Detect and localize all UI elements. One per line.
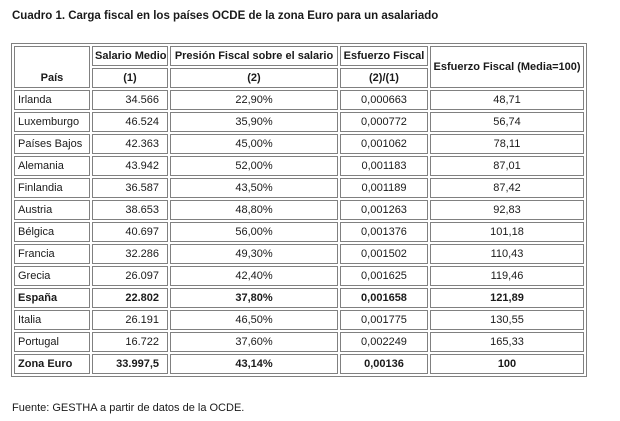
cell-esfuerzo-media: 101,18 <box>430 222 584 242</box>
table-row: Portugal 16.722 37,60% 0,002249 165,33 <box>14 332 584 352</box>
cell-esfuerzo: 0,001062 <box>340 134 428 154</box>
cell-esfuerzo: 0,000663 <box>340 90 428 110</box>
cell-salario: 26.097 <box>92 266 168 286</box>
cell-salario: 42.363 <box>92 134 168 154</box>
cell-salario: 46.524 <box>92 112 168 132</box>
cell-esfuerzo-media: 100 <box>430 354 584 374</box>
table-row: Alemania 43.942 52,00% 0,001183 87,01 <box>14 156 584 176</box>
cell-esfuerzo-media: 165,33 <box>430 332 584 352</box>
cell-country: Bélgica <box>14 222 90 242</box>
cell-country: Luxemburgo <box>14 112 90 132</box>
table-caption: Cuadro 1. Carga fiscal en los países OCD… <box>12 10 439 22</box>
cell-salario: 38.653 <box>92 200 168 220</box>
header-presion-sub: (2) <box>170 68 338 88</box>
cell-esfuerzo-media: 119,46 <box>430 266 584 286</box>
table-row: Zona Euro 33.997,5 43,14% 0,00136 100 <box>14 354 584 374</box>
cell-country: Países Bajos <box>14 134 90 154</box>
cell-esfuerzo: 0,001658 <box>340 288 428 308</box>
cell-country: Francia <box>14 244 90 264</box>
table-row: Austria 38.653 48,80% 0,001263 92,83 <box>14 200 584 220</box>
cell-esfuerzo: 0,001376 <box>340 222 428 242</box>
cell-presion: 35,90% <box>170 112 338 132</box>
cell-esfuerzo: 0,001502 <box>340 244 428 264</box>
cell-salario: 43.942 <box>92 156 168 176</box>
cell-country: Alemania <box>14 156 90 176</box>
cell-salario: 36.587 <box>92 178 168 198</box>
cell-country: Italia <box>14 310 90 330</box>
cell-salario: 32.286 <box>92 244 168 264</box>
cell-esfuerzo: 0,001625 <box>340 266 428 286</box>
cell-esfuerzo: 0,001263 <box>340 200 428 220</box>
cell-presion: 37,80% <box>170 288 338 308</box>
table-row: Italia 26.191 46,50% 0,001775 130,55 <box>14 310 584 330</box>
table-row: Grecia 26.097 42,40% 0,001625 119,46 <box>14 266 584 286</box>
cell-presion: 43,50% <box>170 178 338 198</box>
fiscal-burden-table: País Salario Medio Presión Fiscal sobre … <box>11 43 587 377</box>
cell-country: Irlanda <box>14 90 90 110</box>
header-salario: Salario Medio <box>92 46 168 66</box>
cell-presion: 56,00% <box>170 222 338 242</box>
cell-esfuerzo-media: 110,43 <box>430 244 584 264</box>
cell-esfuerzo-media: 56,74 <box>430 112 584 132</box>
cell-esfuerzo: 0,000772 <box>340 112 428 132</box>
header-row-2: (1) (2) (2)/(1) <box>14 68 584 88</box>
cell-country: Grecia <box>14 266 90 286</box>
header-esfuerzo-media: Esfuerzo Fiscal (Media=100) <box>430 46 584 88</box>
cell-esfuerzo: 0,002249 <box>340 332 428 352</box>
cell-presion: 45,00% <box>170 134 338 154</box>
cell-esfuerzo-media: 78,11 <box>430 134 584 154</box>
header-esfuerzo: Esfuerzo Fiscal <box>340 46 428 66</box>
cell-esfuerzo-media: 48,71 <box>430 90 584 110</box>
cell-country: Austria <box>14 200 90 220</box>
cell-country: Portugal <box>14 332 90 352</box>
cell-presion: 52,00% <box>170 156 338 176</box>
header-pais: País <box>14 46 90 88</box>
cell-salario: 33.997,5 <box>92 354 168 374</box>
cell-esfuerzo-media: 87,42 <box>430 178 584 198</box>
cell-esfuerzo: 0,00136 <box>340 354 428 374</box>
cell-esfuerzo: 0,001775 <box>340 310 428 330</box>
table-row: Finlandia 36.587 43,50% 0,001189 87,42 <box>14 178 584 198</box>
cell-salario: 34.566 <box>92 90 168 110</box>
header-esfuerzo-sub: (2)/(1) <box>340 68 428 88</box>
cell-salario: 16.722 <box>92 332 168 352</box>
table-row: España 22.802 37,80% 0,001658 121,89 <box>14 288 584 308</box>
table-row: Luxemburgo 46.524 35,90% 0,000772 56,74 <box>14 112 584 132</box>
cell-presion: 37,60% <box>170 332 338 352</box>
cell-esfuerzo: 0,001189 <box>340 178 428 198</box>
header-presion: Presión Fiscal sobre el salario <box>170 46 338 66</box>
table-row: Francia 32.286 49,30% 0,001502 110,43 <box>14 244 584 264</box>
cell-presion: 42,40% <box>170 266 338 286</box>
cell-country: Zona Euro <box>14 354 90 374</box>
cell-esfuerzo-media: 92,83 <box>430 200 584 220</box>
source-footnote: Fuente: GESTHA a partir de datos de la O… <box>12 402 245 414</box>
cell-presion: 46,50% <box>170 310 338 330</box>
header-salario-sub: (1) <box>92 68 168 88</box>
cell-esfuerzo-media: 130,55 <box>430 310 584 330</box>
table-row: Países Bajos 42.363 45,00% 0,001062 78,11 <box>14 134 584 154</box>
cell-presion: 43,14% <box>170 354 338 374</box>
cell-salario: 26.191 <box>92 310 168 330</box>
cell-presion: 48,80% <box>170 200 338 220</box>
table-row: Irlanda 34.566 22,90% 0,000663 48,71 <box>14 90 584 110</box>
header-row-1: País Salario Medio Presión Fiscal sobre … <box>14 46 584 88</box>
cell-presion: 49,30% <box>170 244 338 264</box>
table-row: Bélgica 40.697 56,00% 0,001376 101,18 <box>14 222 584 242</box>
cell-salario: 22.802 <box>92 288 168 308</box>
table-body: Irlanda 34.566 22,90% 0,000663 48,71 Luxembur… <box>14 90 584 374</box>
cell-country: España <box>14 288 90 308</box>
fiscal-table-container: País Salario Medio Presión Fiscal sobre … <box>11 43 587 377</box>
cell-presion: 22,90% <box>170 90 338 110</box>
cell-esfuerzo: 0,001183 <box>340 156 428 176</box>
cell-salario: 40.697 <box>92 222 168 242</box>
cell-esfuerzo-media: 121,89 <box>430 288 584 308</box>
cell-country: Finlandia <box>14 178 90 198</box>
cell-esfuerzo-media: 87,01 <box>430 156 584 176</box>
